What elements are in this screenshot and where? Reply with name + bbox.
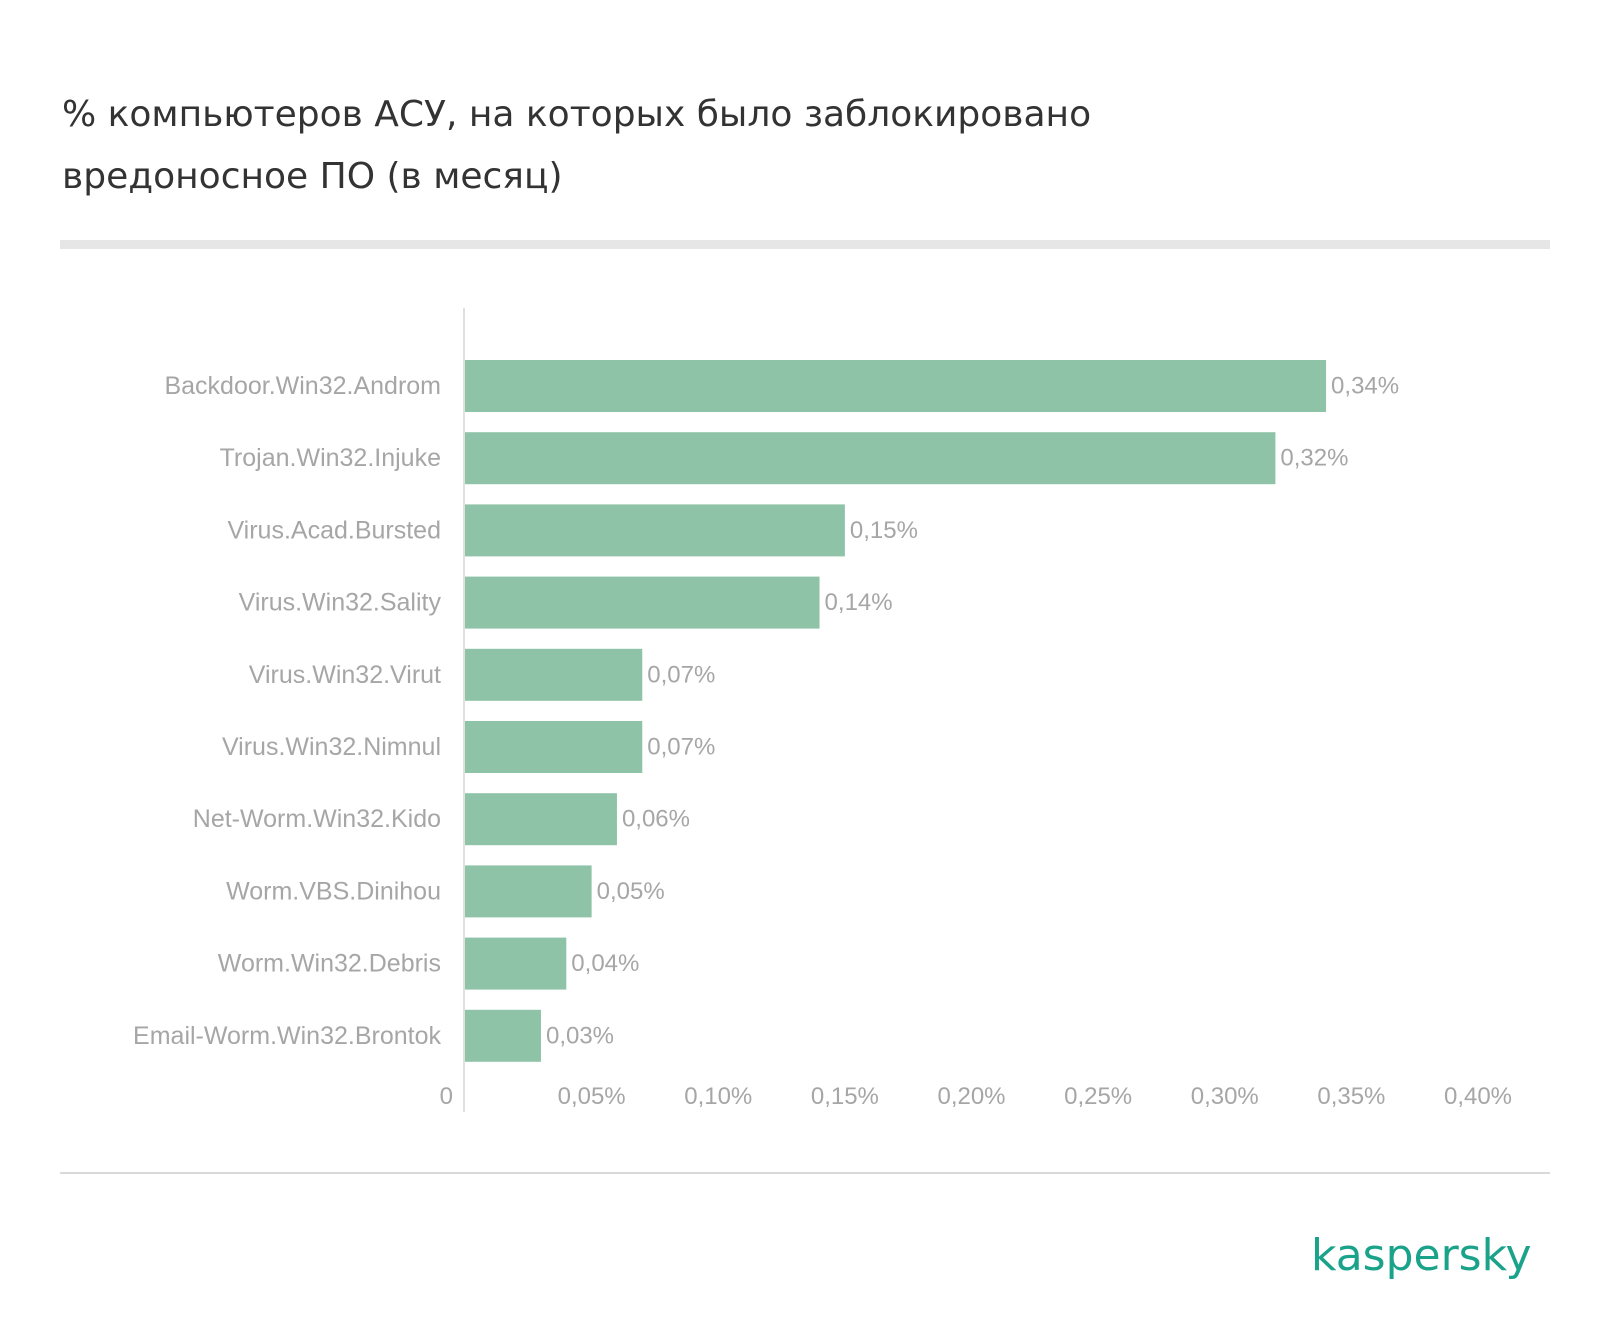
category-label: Email-Worm.Win32.Brontok	[133, 1022, 441, 1050]
category-labels: Backdoor.Win32.Androm Trojan.Win32.Injuke…	[133, 372, 441, 1050]
value-labels: 0,34% 0,32% 0,15% 0,14% 0,07% 0,07% 0,06% 0,05%…	[546, 373, 1399, 1050]
bar	[465, 576, 820, 629]
chart-title-line-2: вредоносное ПО (в месяц)	[62, 156, 563, 197]
value-label: 0,32%	[1280, 445, 1348, 472]
bar	[465, 937, 567, 990]
value-label: 0,03%	[546, 1022, 614, 1049]
bar	[465, 648, 643, 701]
x-tick-label: 0,15%	[811, 1083, 879, 1110]
category-label: Net-Worm.Win32.Kido	[193, 805, 441, 833]
category-label: Virus.Win32.Nimnul	[222, 733, 441, 761]
value-label: 0,15%	[850, 517, 918, 544]
x-tick-label: 0,25%	[1064, 1083, 1132, 1110]
value-label: 0,05%	[597, 878, 665, 905]
category-label: Virus.Acad.Bursted	[227, 516, 441, 544]
kaspersky-logo: kaspersky	[1311, 1230, 1532, 1281]
chart-title: % компьютеров АСУ, на которых было забло…	[62, 84, 1262, 208]
chart-title-line-1: % компьютеров АСУ, на которых было забло…	[62, 94, 1092, 135]
category-label: Backdoor.Win32.Androm	[164, 372, 441, 400]
bar	[465, 1009, 541, 1062]
category-label: Virus.Win32.Sality	[239, 589, 442, 617]
bar	[465, 504, 845, 557]
bars-group	[465, 360, 1327, 1062]
category-label: Trojan.Win32.Injuke	[220, 444, 441, 472]
bar	[465, 865, 592, 918]
x-tick-label: 0,35%	[1317, 1083, 1385, 1110]
category-label: Worm.Win32.Debris	[218, 950, 441, 978]
x-tick-label: 0	[440, 1083, 453, 1110]
x-tick-label: 0,40%	[1444, 1083, 1512, 1110]
value-label: 0,07%	[647, 661, 715, 688]
value-label: 0,06%	[622, 806, 690, 833]
x-axis-ticks: 0 0,05% 0,10% 0,15% 0,20% 0,25% 0,30% 0,35% 0,40…	[440, 1083, 1512, 1110]
category-label: Virus.Win32.Virut	[249, 661, 441, 689]
bar	[465, 432, 1276, 485]
category-label: Worm.VBS.Dinihou	[226, 877, 441, 905]
x-tick-label: 0,30%	[1191, 1083, 1259, 1110]
bar	[465, 360, 1327, 412]
title-divider	[60, 240, 1550, 249]
x-tick-label: 0,10%	[684, 1083, 752, 1110]
value-label: 0,34%	[1331, 373, 1399, 400]
value-label: 0,07%	[647, 734, 715, 761]
bar	[465, 721, 643, 773]
value-label: 0,14%	[825, 589, 893, 616]
x-tick-label: 0,20%	[937, 1083, 1005, 1110]
footer-divider	[60, 1172, 1550, 1174]
value-label: 0,04%	[571, 950, 639, 977]
bar	[465, 793, 617, 846]
x-tick-label: 0,05%	[558, 1083, 626, 1110]
